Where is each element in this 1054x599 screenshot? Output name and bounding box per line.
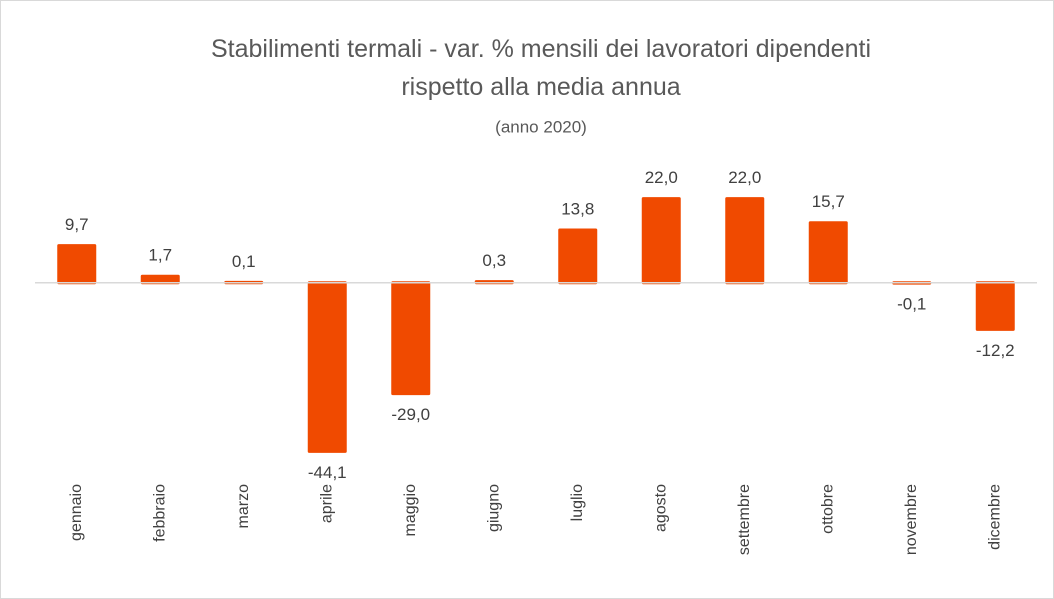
bar [725, 197, 765, 285]
bar [975, 281, 1015, 331]
value-label: 22,0 [728, 168, 761, 187]
x-tick-label: marzo [235, 484, 252, 529]
value-label: -0,1 [897, 295, 926, 314]
x-tick-label: dicembre [986, 484, 1003, 550]
bar [140, 274, 180, 285]
x-tick-label: aprile [318, 484, 335, 523]
bar [307, 281, 347, 453]
value-label: -44,1 [308, 463, 347, 482]
x-tick-label: giugno [485, 484, 502, 532]
value-label: 1,7 [148, 246, 172, 265]
value-label: 15,7 [812, 192, 845, 211]
x-tick-label: maggio [402, 484, 419, 537]
x-tick-label: novembre [903, 484, 920, 555]
x-tick-label: gennaio [68, 484, 85, 541]
bar [641, 197, 681, 285]
value-label: -29,0 [391, 405, 430, 424]
value-label: -12,2 [976, 341, 1015, 360]
x-tick-label: febbraio [151, 484, 168, 542]
value-label: 0,1 [232, 252, 256, 271]
bar [558, 228, 598, 285]
chart-title: Stabilimenti termali - var. % mensili de… [211, 35, 871, 101]
bars [57, 197, 1015, 453]
chart-subtitle: (anno 2020) [495, 117, 587, 136]
value-label: 0,3 [482, 251, 506, 270]
x-tick-label: agosto [652, 484, 669, 532]
bar [391, 281, 431, 396]
x-tick-label: ottobre [819, 484, 836, 534]
bar [57, 244, 97, 285]
bar [808, 221, 848, 285]
value-label: 22,0 [645, 168, 678, 187]
value-label: 13,8 [561, 199, 594, 218]
x-tick-label: settembre [736, 484, 753, 555]
value-label: 9,7 [65, 215, 89, 234]
x-tick-label: luglio [569, 484, 586, 521]
